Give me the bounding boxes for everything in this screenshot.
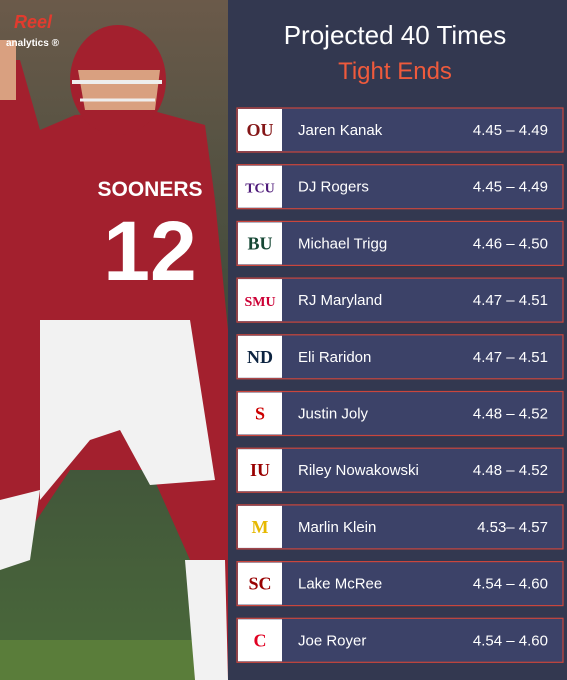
time-range: 4.47 – 4.51 [473, 349, 548, 366]
row: ND Eli Raridon 4.47 – 4.51 [236, 334, 564, 380]
logo-box [238, 392, 282, 435]
jersey-name: SOONERS [97, 178, 202, 201]
player-name: Marlin Klein [298, 519, 376, 536]
row: OU Jaren Kanak 4.45 – 4.49 [236, 107, 564, 153]
logo: M [252, 517, 269, 537]
logo-box [238, 562, 282, 605]
time-range: 4.48 – 4.52 [473, 462, 548, 479]
row: TCU DJ Rogers 4.45 – 4.49 [236, 164, 564, 210]
brand-sub: analytics ® [6, 38, 60, 49]
player-name: Joe Royer [298, 632, 366, 649]
title: Projected 40 Times [284, 20, 507, 50]
row-bg [236, 560, 564, 607]
rows: OU Jaren Kanak 4.45 – 4.49 TCU DJ Rogers 4.45… [236, 107, 564, 663]
time-range: 4.47 – 4.51 [473, 292, 548, 309]
brand-name: Reel [14, 12, 53, 32]
row: SC Lake McRee 4.54 – 4.60 [236, 560, 564, 607]
player-name: DJ Rogers [298, 179, 369, 196]
player-name: Riley Nowakowski [298, 462, 419, 479]
time-range: 4.45 – 4.49 [473, 179, 548, 196]
time-range: 4.54 – 4.60 [473, 632, 548, 649]
row-bg [236, 334, 564, 380]
player-name: RJ Maryland [298, 292, 382, 309]
row: IU Riley Nowakowski 4.48 – 4.52 [236, 447, 564, 493]
logo-box [238, 279, 282, 322]
logo: OU [247, 120, 274, 140]
player-name: Jaren Kanak [298, 122, 383, 139]
time-range: 4.48 – 4.52 [473, 406, 548, 423]
row: S Justin Joly 4.48 – 4.52 [236, 390, 564, 437]
photo: SOONERS 12 [0, 0, 228, 680]
row: BU Michael Trigg 4.46 – 4.50 [236, 220, 564, 266]
brand: Reel analytics ® [6, 12, 60, 49]
logo: SMU [244, 295, 275, 310]
row: C Joe Royer 4.54 – 4.60 [236, 617, 564, 663]
logo-box [238, 449, 282, 492]
logo: TCU [245, 182, 275, 197]
player-name: Lake McRee [298, 576, 382, 593]
logo-box [238, 335, 282, 378]
logo-box [238, 505, 282, 548]
row-bg [236, 107, 564, 153]
logo-box [238, 222, 282, 265]
row-bg [236, 220, 564, 266]
player-name: Justin Joly [298, 406, 369, 423]
logo: SC [248, 574, 271, 594]
time-range: 4.54 – 4.60 [473, 576, 548, 593]
row-bg [236, 164, 564, 210]
row: SMU RJ Maryland 4.47 – 4.51 [236, 277, 564, 323]
player-name: Michael Trigg [298, 235, 387, 252]
logo: BU [247, 233, 272, 253]
logo-box [238, 165, 282, 208]
row-bg [236, 504, 564, 550]
logo: S [255, 404, 265, 424]
logo: IU [250, 460, 270, 480]
row-bg [236, 617, 564, 663]
row: M Marlin Klein 4.53– 4.57 [236, 504, 564, 550]
subtitle: Tight Ends [338, 58, 452, 85]
time-range: 4.45 – 4.49 [473, 122, 548, 139]
logo: ND [247, 347, 273, 367]
row-bg [236, 447, 564, 493]
time-range: 4.53– 4.57 [477, 519, 548, 536]
time-range: 4.46 – 4.50 [473, 235, 548, 252]
logo: C [254, 630, 267, 650]
row-bg [236, 277, 564, 323]
jersey-number: 12 [103, 204, 196, 298]
logo-box [238, 109, 282, 151]
player-name: Eli Raridon [298, 349, 371, 366]
row-bg [236, 390, 564, 437]
logo-box [238, 619, 282, 662]
